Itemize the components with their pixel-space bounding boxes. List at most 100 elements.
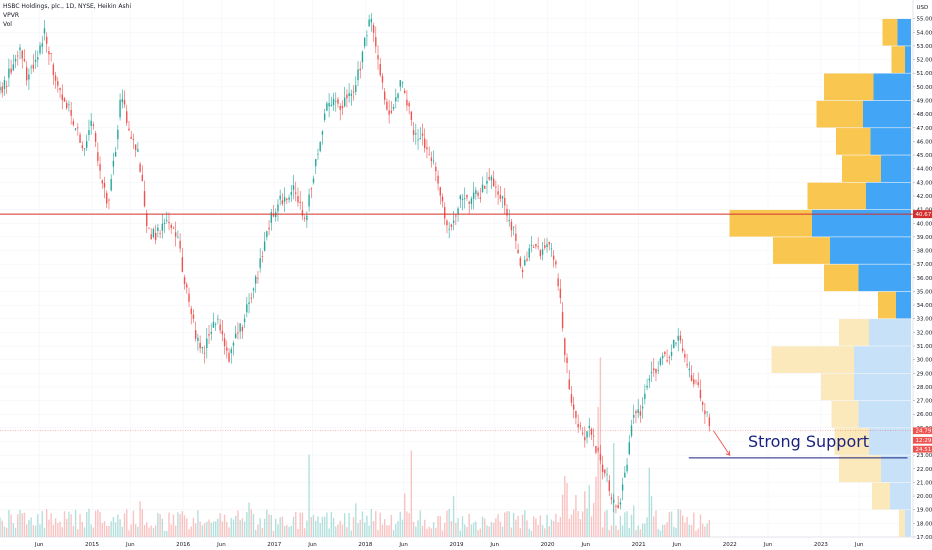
candle-body (613, 499, 615, 503)
volume-bar (679, 509, 682, 537)
time-tick-label: 2022 (723, 542, 737, 548)
volume-bar (103, 521, 106, 537)
chart-legend: HSBC Holdings, plc., 1D, NYSE, Heikin As… (3, 2, 131, 29)
candle-body (610, 497, 613, 500)
price-tick-label: 22.00 (917, 467, 932, 473)
volume-bar (335, 526, 337, 537)
candle-body (241, 327, 244, 332)
volume-profile-buy-bar (824, 73, 874, 101)
candle-body (3, 80, 6, 89)
volume-bar (288, 527, 290, 537)
volume-profile-buy-bar (872, 482, 890, 510)
volume-bar (564, 476, 566, 537)
volume-bar (99, 511, 101, 537)
candle-body (228, 352, 230, 362)
candle-body (103, 182, 106, 188)
candle-body (266, 231, 268, 237)
candle-body (66, 102, 68, 109)
candle-body (39, 45, 41, 54)
candle-body (5, 85, 8, 87)
candle-body (12, 64, 15, 71)
volume-profile-buy-bar (816, 100, 863, 128)
candle-body (395, 97, 397, 102)
volume-bar (106, 525, 108, 537)
candle-body (163, 222, 166, 225)
vpvr-indicator-label[interactable]: VPVR (3, 12, 19, 19)
price-axis[interactable]: 55.00 54.00 53.00 52.00 51.00 50.00 49.00 48.00… (912, 0, 932, 550)
volume-bar (546, 514, 548, 537)
candle-body (390, 110, 393, 113)
candle-body (653, 368, 655, 371)
candle-body (501, 196, 504, 199)
volume-bar (455, 523, 457, 537)
volume-bar (263, 518, 266, 537)
candle-body (444, 207, 446, 219)
volume-bar (243, 521, 246, 537)
candle-body (497, 191, 499, 195)
volume-indicator-label[interactable]: Vol (3, 21, 12, 28)
candle-body (268, 227, 270, 230)
candle-body (421, 133, 424, 136)
candle-body (292, 185, 295, 190)
candle-body (303, 217, 306, 219)
time-axis[interactable]: Jun 2015 Jun 2016 Jun 2017 Jun 2018 Jun 2019 Jun 20… (0, 536, 932, 548)
candle-body (379, 64, 381, 76)
volume-bar (179, 514, 181, 537)
candle-body (459, 195, 461, 200)
time-tick-label: 2020 (541, 542, 555, 548)
volume-bar (81, 521, 83, 537)
volume-bar (570, 514, 573, 537)
candle-body (323, 113, 326, 120)
volume-bar (417, 520, 419, 537)
candle-body (30, 66, 32, 68)
candle-body (370, 18, 373, 23)
volume-bar (108, 525, 110, 537)
volume-bar (597, 407, 599, 537)
candle-body (695, 380, 697, 382)
volume-bar (675, 528, 677, 537)
volume-bar (446, 510, 448, 537)
candle-body (597, 448, 599, 451)
volume-bar (79, 514, 81, 537)
candle-body (617, 504, 619, 509)
volume-bar (526, 520, 528, 537)
candle-body (375, 37, 377, 47)
candle-body (106, 192, 108, 204)
candle-body (152, 229, 155, 238)
volume-bar (512, 512, 515, 537)
candle-body (541, 249, 544, 255)
volume-bar (326, 512, 328, 537)
candle-body (172, 227, 175, 229)
candle-body (490, 176, 493, 181)
candle-body (701, 402, 704, 405)
volume-bar (408, 513, 410, 537)
candle-body (568, 379, 570, 390)
volume-bar (312, 514, 315, 537)
volume-bar (123, 513, 126, 537)
volume-bar (492, 522, 495, 537)
candle-body (186, 284, 188, 288)
candle-body (114, 151, 117, 157)
drawing-layer[interactable]: Strong Support (688, 430, 908, 459)
volume-bar (644, 523, 646, 537)
volume-bar (237, 510, 239, 537)
volume-bar (286, 524, 288, 537)
candle-body (321, 131, 324, 135)
candle-body (410, 111, 413, 121)
volume-bar (228, 527, 230, 537)
candle-body (341, 105, 344, 109)
volume-bar (74, 509, 77, 537)
candle-body (259, 258, 261, 268)
volume-bar (321, 517, 324, 537)
candle-body (255, 276, 257, 284)
volume-bar (346, 527, 348, 537)
price-tick-label: 20.00 (917, 494, 932, 500)
candle-body (430, 157, 433, 162)
resistance-price-tag (913, 210, 932, 219)
symbol-title[interactable]: HSBC Holdings, plc., 1D, NYSE, Heikin As… (3, 3, 132, 10)
candle-body (43, 28, 46, 34)
volume-bar (479, 528, 482, 537)
candle-body (608, 480, 610, 492)
